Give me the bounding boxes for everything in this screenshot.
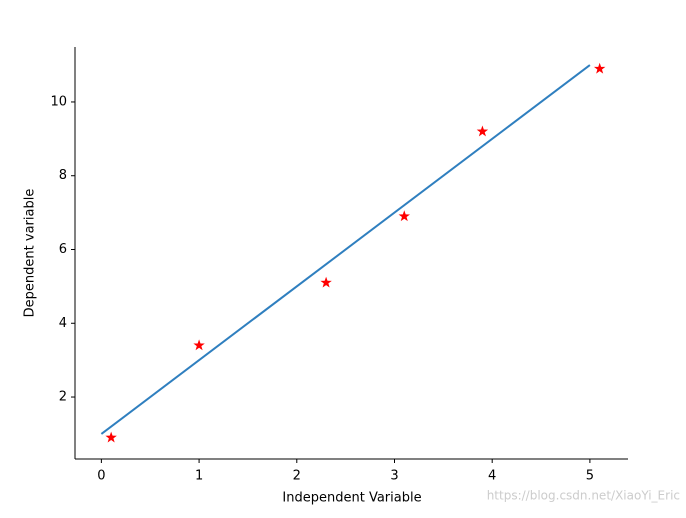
x-axis-label: Independent Variable <box>282 491 421 506</box>
x-tick-label: 5 <box>586 469 594 484</box>
x-tick-label: 3 <box>390 469 398 484</box>
x-tick-label: 0 <box>97 469 105 484</box>
y-tick-label: 10 <box>50 94 67 109</box>
y-tick-label: 4 <box>59 316 67 331</box>
data-point <box>320 276 332 288</box>
data-point <box>105 431 117 443</box>
y-tick-label: 8 <box>59 168 67 183</box>
data-point <box>398 210 410 222</box>
watermark: https://blog.csdn.net/XiaoYi_Eric <box>487 489 680 503</box>
y-axis-label: Dependent variable <box>23 189 38 318</box>
y-tick-label: 2 <box>59 390 67 405</box>
data-point <box>593 62 606 74</box>
fit-line <box>100 64 591 435</box>
x-tick-label: 2 <box>293 469 301 484</box>
data-point <box>193 339 205 351</box>
y-tick-label: 6 <box>59 242 67 257</box>
x-tick-label: 1 <box>195 469 203 484</box>
x-tick-label: 4 <box>488 469 496 484</box>
data-point <box>476 125 489 137</box>
